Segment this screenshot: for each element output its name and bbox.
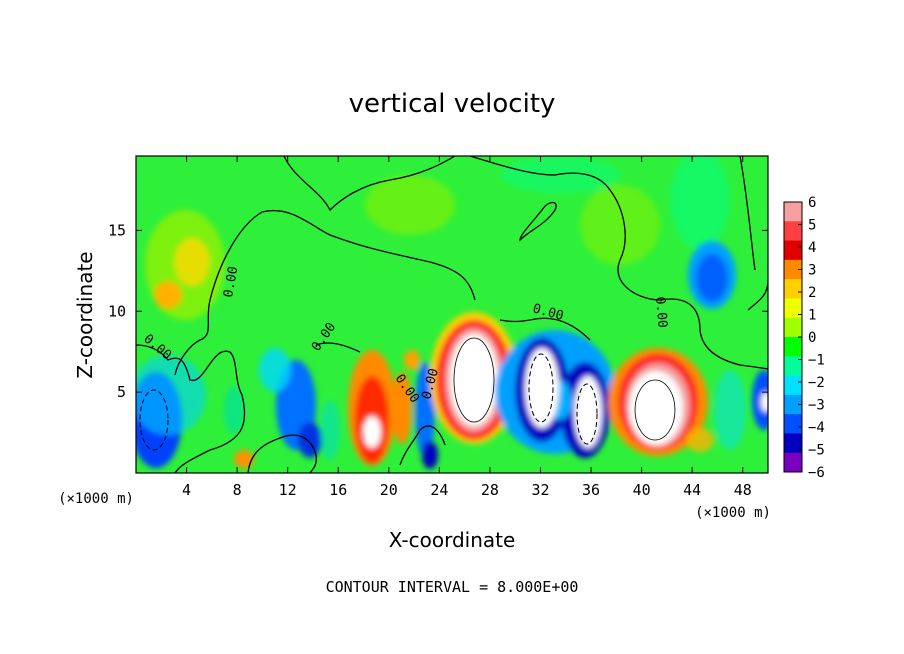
x-tick-label: 12 [279,481,297,499]
colorbar-swatch [784,337,802,357]
x-tick-label: 28 [481,481,499,499]
chart-title: vertical velocity [349,89,556,119]
colorbar-label: 0 [808,330,816,346]
colorbar-label: −1 [808,353,825,369]
contour-label: 0.00 [652,296,670,329]
x-tick-label: 44 [683,481,701,499]
y-tick-label: 5 [117,383,126,401]
y-tick-label: 15 [108,221,126,239]
x-tick-label: 40 [633,481,651,499]
x-tick-label: 20 [380,481,398,499]
colorbar-label: 3 [808,263,816,279]
x-tick-label: 32 [531,481,549,499]
colorbar-swatch [784,394,802,415]
colorbar-swatch [784,202,802,222]
colorbar-label: 4 [808,240,816,256]
colorbar-swatch [784,221,802,242]
colorbar-swatch [784,414,802,434]
negative-contours [139,353,598,451]
colorbar-swatch [784,433,802,454]
y-tick-label: 10 [108,302,126,320]
colorbar-label: 1 [808,308,816,324]
x-unit-left: (×1000 m) [58,491,134,507]
colorbar-label: −4 [808,420,825,436]
x-axis-label: X-coordinate [389,528,516,552]
colorbar-swatch [784,279,802,299]
x-axis: 4 8 12 16 20 24 28 32 36 40 44 48 [182,156,752,499]
contour-label: 0.00 [221,265,241,298]
x-tick-label: 24 [430,481,448,499]
y-axis-label: Z-coordinate [73,251,97,378]
plot-frame [135,155,769,474]
x-unit-right: (×1000 m) [695,505,771,521]
colorbar-label: 2 [808,285,816,301]
x-tick-label: 36 [582,481,600,499]
contour-lines [136,156,768,473]
colorbar-label: 6 [808,195,816,211]
colorbar-swatch [784,298,802,319]
colorbar-label: −2 [808,375,825,391]
colorbar-label: −3 [808,398,825,414]
colorbar-swatch [784,259,802,280]
colorbar-label: −6 [808,465,825,481]
colorbar-swatch [784,452,802,473]
contour-interval-label: CONTOUR INTERVAL = 8.000E+00 [326,578,579,596]
positive-contours [453,337,676,441]
colorbar: 6 5 4 3 2 1 0 −1 −2 −3 −4 −5 −6 [783,195,825,481]
colorbar-swatch [784,317,802,338]
colorbar-swatch [784,356,802,377]
x-tick-label: 4 [182,481,191,499]
x-tick-label: 16 [329,481,347,499]
x-tick-label: 8 [233,481,242,499]
colorbar-label: −5 [808,443,825,459]
colorbar-swatch [784,375,802,396]
y-axis: 5 10 15 [108,221,768,401]
colorbar-swatch [784,240,802,261]
heatmap-field: 0.00 0.00 0.00 0.00 0.00 0.00 0.00 [136,156,768,473]
x-tick-label: 48 [734,481,752,499]
colorbar-label: 5 [808,218,816,234]
